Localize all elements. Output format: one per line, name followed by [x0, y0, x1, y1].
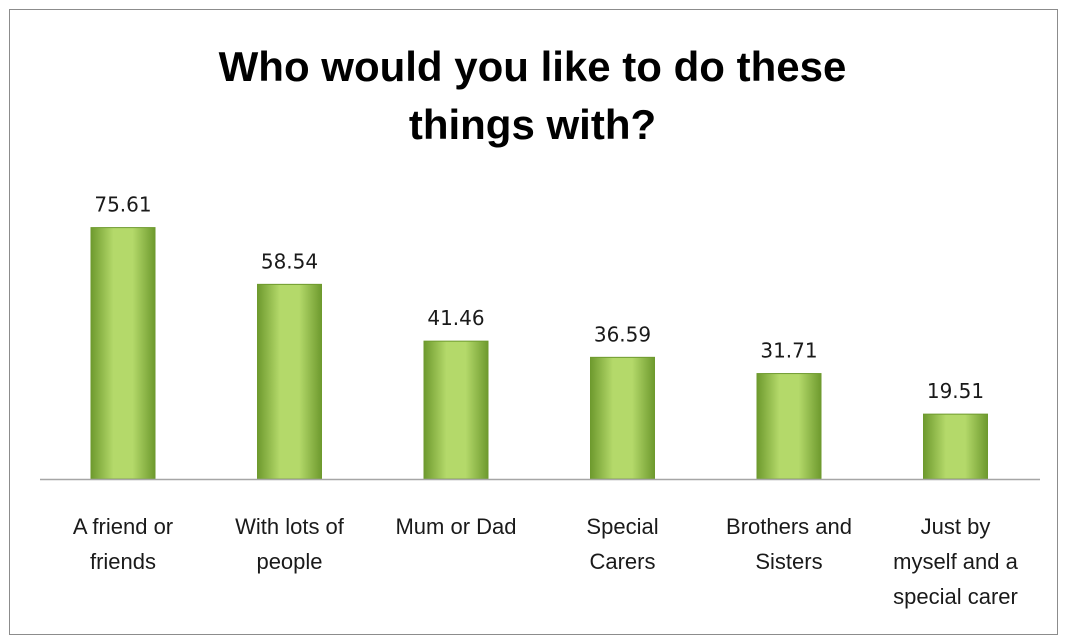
value-label-3: 36.59 — [594, 322, 651, 346]
chart-title-line-1: Who would you like to do these — [218, 43, 847, 90]
category-label-1-line-0: With lots of — [235, 514, 345, 539]
category-labels-group: A friend or friends With lots of people Mum … — [73, 514, 1019, 609]
bar-1 — [257, 283, 322, 480]
category-label-5-line-0: Just by — [921, 514, 991, 539]
category-label-0-line-0: A friend or — [73, 514, 173, 539]
bar-5 — [923, 413, 988, 480]
bar-4 — [756, 373, 822, 480]
bar-2 — [423, 340, 489, 480]
bars-group — [90, 227, 988, 480]
bar-3 — [590, 356, 655, 480]
category-label-5-line-1: myself and a — [893, 549, 1018, 574]
category-label-5-line-2: special carer — [893, 584, 1018, 609]
value-label-2: 41.46 — [427, 306, 484, 330]
value-label-1: 58.54 — [261, 249, 318, 273]
category-label-1-line-1: people — [256, 549, 322, 574]
chart-frame — [9, 9, 1058, 635]
bar-0 — [90, 227, 156, 480]
category-label-2-line-0: Mum or Dad — [395, 514, 516, 539]
chart-title: Who would you like to do these things wi… — [0, 38, 1065, 154]
value-label-0: 75.61 — [94, 193, 151, 217]
category-label-3-line-0: Special — [586, 514, 658, 539]
category-label-4-line-1: Sisters — [755, 549, 822, 574]
category-label-3-line-1: Carers — [589, 549, 655, 574]
value-label-5: 19.51 — [927, 379, 984, 403]
value-labels-group: 75.61 58.54 41.46 36.59 31.71 19.51 — [94, 193, 984, 404]
value-label-4: 31.71 — [760, 339, 817, 363]
chart-title-line-2: things with? — [408, 101, 657, 148]
category-label-0-line-1: friends — [90, 549, 156, 574]
category-label-4-line-0: Brothers and — [726, 514, 852, 539]
